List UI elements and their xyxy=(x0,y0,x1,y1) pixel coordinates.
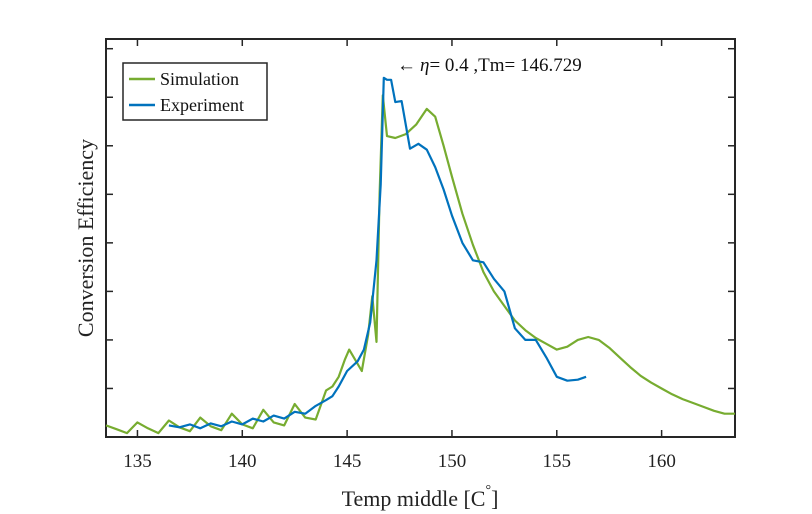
legend-label-simulation: Simulation xyxy=(160,69,239,89)
x-axis-label-degree: ° xyxy=(485,483,491,498)
annotation-arrow: ← xyxy=(397,55,416,76)
series-line-simulation xyxy=(105,94,735,435)
x-tick-label-135: 135 xyxy=(123,451,152,472)
plot-area: 135 140 145 150 155 160 xyxy=(105,38,736,472)
series-layer xyxy=(105,76,735,435)
legend-label-experiment: Experiment xyxy=(160,95,244,115)
x-axis-label-main: Temp middle [C xyxy=(342,486,486,511)
axes-frame xyxy=(105,38,736,438)
legend: Simulation Experiment xyxy=(122,62,268,121)
x-tick-label-145: 145 xyxy=(333,451,362,472)
x-axis-label: Temp middle [C°] xyxy=(342,483,499,511)
annotation-eta-symbol: η xyxy=(420,55,429,76)
series-line-experiment xyxy=(168,76,587,430)
y-ticks xyxy=(106,47,735,390)
x-tick-label-140: 140 xyxy=(228,451,257,472)
x-ticks: 135 140 145 150 155 160 xyxy=(123,39,676,472)
y-axis-label: Conversion Efficiency xyxy=(73,139,98,337)
x-tick-label-150: 150 xyxy=(438,451,467,472)
peak-annotation: ← η= 0.4 ,Tm= 146.729 xyxy=(397,55,582,76)
x-tick-label-160: 160 xyxy=(647,451,676,472)
x-tick-label-155: 155 xyxy=(543,451,572,472)
x-axis-label-end: ] xyxy=(491,486,498,511)
annotation-text: = 0.4 ,Tm= 146.729 xyxy=(429,55,581,76)
legend-box xyxy=(122,62,268,121)
